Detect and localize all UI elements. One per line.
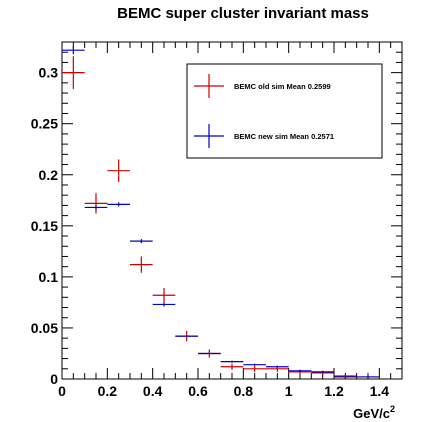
data-point <box>62 56 85 89</box>
data-point <box>84 205 108 210</box>
data-point <box>152 302 176 307</box>
y-tick-label: 0.25 <box>31 116 58 132</box>
data-point <box>198 352 221 355</box>
x-axis-ticks: 0 0.2 0.4 0.6 0.8 1 1.2 1.4 <box>58 42 403 399</box>
x-axis-label: GeV/c2 <box>353 404 395 421</box>
data-point <box>266 365 289 368</box>
y-tick-label: 0.1 <box>39 269 59 285</box>
y-tick-label: 0.15 <box>31 218 58 234</box>
x-axis-label-superscript: 2 <box>390 404 395 414</box>
data-point <box>175 335 198 338</box>
data-point <box>220 363 244 370</box>
data-point <box>107 202 130 207</box>
data-point <box>243 365 266 372</box>
legend-entry: BEMC old sim Mean 0.2599 <box>194 74 331 98</box>
legend-label: BEMC old sim Mean 0.2599 <box>234 82 331 91</box>
data-point <box>220 360 244 363</box>
data-point <box>311 370 334 373</box>
x-tick-label: 1 <box>285 383 293 399</box>
legend-label: BEMC new sim Mean 0.2571 <box>234 132 334 141</box>
data-point <box>130 239 153 244</box>
y-tick-label: 0 <box>50 371 58 387</box>
legend: BEMC old sim Mean 0.2599 BEMC new sim Mea… <box>186 63 383 159</box>
x-tick-label: 0 <box>58 383 66 399</box>
legend-box <box>186 63 383 159</box>
data-point <box>334 375 357 378</box>
y-tick-label: 0.05 <box>31 320 58 336</box>
x-tick-label: 1.2 <box>324 383 344 399</box>
series-layer <box>62 46 380 378</box>
data-point <box>288 369 312 372</box>
x-tick-label: 0.8 <box>234 383 254 399</box>
x-tick-label: 1.4 <box>370 383 390 399</box>
data-point <box>62 46 85 55</box>
data-point <box>243 363 266 366</box>
x-tick-label: 0.6 <box>188 383 208 399</box>
data-point <box>356 375 380 378</box>
y-tick-label: 0.3 <box>39 65 59 81</box>
data-point <box>107 159 130 182</box>
chart-title: BEMC super cluster invariant mass <box>117 5 369 22</box>
x-axis-label-text: GeV/c <box>353 406 390 421</box>
data-point <box>84 193 108 214</box>
x-tick-label: 0.2 <box>98 383 118 399</box>
x-tick-label: 0.4 <box>143 383 163 399</box>
data-point <box>152 288 176 303</box>
y-tick-label: 0.2 <box>39 167 59 183</box>
series-2 <box>62 46 380 378</box>
legend-entry: BEMC new sim Mean 0.2571 <box>194 124 334 148</box>
data-point <box>130 256 153 273</box>
